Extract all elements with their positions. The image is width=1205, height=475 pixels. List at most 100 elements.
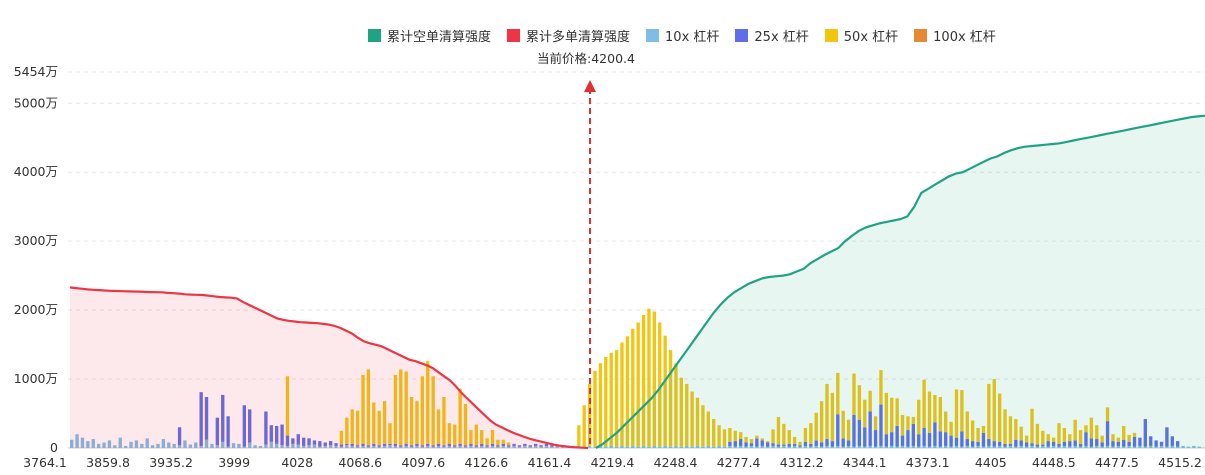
bar-10x-杠杆 xyxy=(323,445,327,448)
long-curve xyxy=(69,286,589,450)
bar-50x-杠杆 xyxy=(1024,435,1029,443)
bar-10x-杠杆 xyxy=(604,446,608,448)
bar-10x-杠杆 xyxy=(949,446,953,448)
bar-25x-杠杆 xyxy=(280,424,284,446)
bar-50x-杠杆 xyxy=(1132,432,1137,437)
bar-50x-杠杆 xyxy=(722,429,727,447)
bar-10x-杠杆 xyxy=(296,444,300,448)
bar-25x-杠杆 xyxy=(1008,443,1013,446)
legend-item[interactable]: 100x 杠杆 xyxy=(914,26,996,45)
bar-10x-杠杆 xyxy=(447,445,452,448)
bar-25x-杠杆 xyxy=(1014,439,1018,447)
bar-25x-杠杆 xyxy=(388,443,392,446)
bar-50x-杠杆 xyxy=(976,428,980,442)
bar-25x-杠杆 xyxy=(1024,442,1029,447)
bar-10x-杠杆 xyxy=(1165,446,1169,448)
legend-swatch xyxy=(507,29,521,42)
bar-10x-杠杆 xyxy=(1030,445,1034,448)
bar-50x-杠杆 xyxy=(1100,435,1104,443)
bar-25x-杠杆 xyxy=(1116,441,1121,446)
bar-25x-杠杆 xyxy=(550,445,554,447)
bar-10x-杠杆 xyxy=(776,446,781,448)
bar-10x-杠杆 xyxy=(755,446,759,448)
bar-10x-杠杆 xyxy=(685,445,689,448)
y-tick-label: 0 xyxy=(50,440,58,455)
bar-50x-杠杆 xyxy=(879,370,883,405)
bar-10x-杠杆 xyxy=(420,446,425,448)
legend-item[interactable]: 10x 杠杆 xyxy=(646,26,719,45)
bar-50x-杠杆 xyxy=(614,350,619,447)
legend-item[interactable]: 累计多单清算强度 xyxy=(507,26,630,45)
bar-25x-杠杆 xyxy=(798,445,802,447)
bar-25x-杠杆 xyxy=(285,435,290,446)
bar-25x-杠杆 xyxy=(1127,441,1131,446)
bar-10x-杠杆 xyxy=(744,446,748,448)
bar-10x-杠杆 xyxy=(803,445,808,448)
bar-50x-杠杆 xyxy=(668,350,673,447)
bar-25x-杠杆 xyxy=(819,442,824,447)
bar-10x-杠杆 xyxy=(280,445,284,448)
bar-25x-杠杆 xyxy=(1170,436,1174,446)
bar-10x-杠杆 xyxy=(70,439,74,448)
bar-50x-杠杆 xyxy=(981,425,986,433)
bar-10x-杠杆 xyxy=(264,444,268,448)
bar-50x-杠杆 xyxy=(819,401,824,443)
bar-50x-杠杆 xyxy=(809,423,813,444)
bar-10x-杠杆 xyxy=(372,445,376,448)
bar-10x-杠杆 xyxy=(884,446,889,448)
bar-10x-杠杆 xyxy=(663,445,667,448)
bar-25x-杠杆 xyxy=(841,438,845,447)
x-tick-label: 3764.1 xyxy=(23,455,67,470)
bar-10x-杠杆 xyxy=(658,446,662,448)
legend-item[interactable]: 50x 杠杆 xyxy=(824,26,899,45)
bar-50x-杠杆 xyxy=(1089,417,1094,439)
bar-50x-杠杆 xyxy=(372,402,376,444)
bar-50x-杠杆 xyxy=(1062,428,1067,442)
bar-10x-杠杆 xyxy=(134,440,139,448)
bar-25x-杠杆 xyxy=(1078,443,1083,447)
legend-item[interactable]: 25x 杠杆 xyxy=(735,26,809,45)
bar-10x-杠杆 xyxy=(760,445,764,448)
bar-10x-杠杆 xyxy=(641,445,646,448)
bar-10x-杠杆 xyxy=(377,446,381,448)
bar-25x-杠杆 xyxy=(792,443,797,446)
bar-10x-杠杆 xyxy=(301,445,306,448)
bar-10x-杠杆 xyxy=(1186,446,1191,448)
bar-10x-杠杆 xyxy=(1078,446,1083,448)
bar-10x-杠杆 xyxy=(1084,445,1088,448)
bar-25x-杠杆 xyxy=(539,445,543,447)
bar-10x-杠杆 xyxy=(291,443,295,448)
bar-25x-杠杆 xyxy=(496,445,500,447)
bar-10x-杠杆 xyxy=(474,446,478,448)
bar-10x-杠杆 xyxy=(765,446,770,448)
bar-50x-杠杆 xyxy=(1127,434,1131,442)
bar-25x-杠杆 xyxy=(997,441,1002,446)
bar-50x-杠杆 xyxy=(598,363,603,446)
bar-25x-杠杆 xyxy=(760,440,764,446)
bar-10x-杠杆 xyxy=(771,445,775,448)
bar-10x-杠杆 xyxy=(614,446,619,448)
bar-10x-杠杆 xyxy=(830,446,835,448)
x-tick-label: 4161.4 xyxy=(528,455,572,470)
bar-50x-杠杆 xyxy=(965,411,969,440)
bar-50x-杠杆 xyxy=(938,396,942,432)
legend-item[interactable]: 累计空单清算强度 xyxy=(368,26,491,45)
y-tick-label: 4000万 xyxy=(14,164,58,179)
bar-50x-杠杆 xyxy=(814,412,818,441)
bar-50x-杠杆 xyxy=(749,439,754,444)
legend-label: 50x 杠杆 xyxy=(843,30,899,45)
bar-10x-杠杆 xyxy=(517,446,522,448)
bar-25x-杠杆 xyxy=(544,443,549,446)
bar-25x-杠杆 xyxy=(1165,427,1169,447)
bar-50x-杠杆 xyxy=(604,356,608,447)
bar-25x-杠杆 xyxy=(269,425,273,442)
bar-10x-杠杆 xyxy=(868,445,872,448)
bar-25x-杠杆 xyxy=(393,443,398,446)
bar-25x-杠杆 xyxy=(776,444,781,447)
bar-50x-杠杆 xyxy=(911,416,916,424)
bar-25x-杠杆 xyxy=(1084,432,1088,446)
bar-25x-杠杆 xyxy=(1132,436,1137,447)
bar-25x-杠杆 xyxy=(814,440,818,446)
bar-25x-杠杆 xyxy=(204,396,209,440)
bar-10x-杠杆 xyxy=(749,445,754,448)
